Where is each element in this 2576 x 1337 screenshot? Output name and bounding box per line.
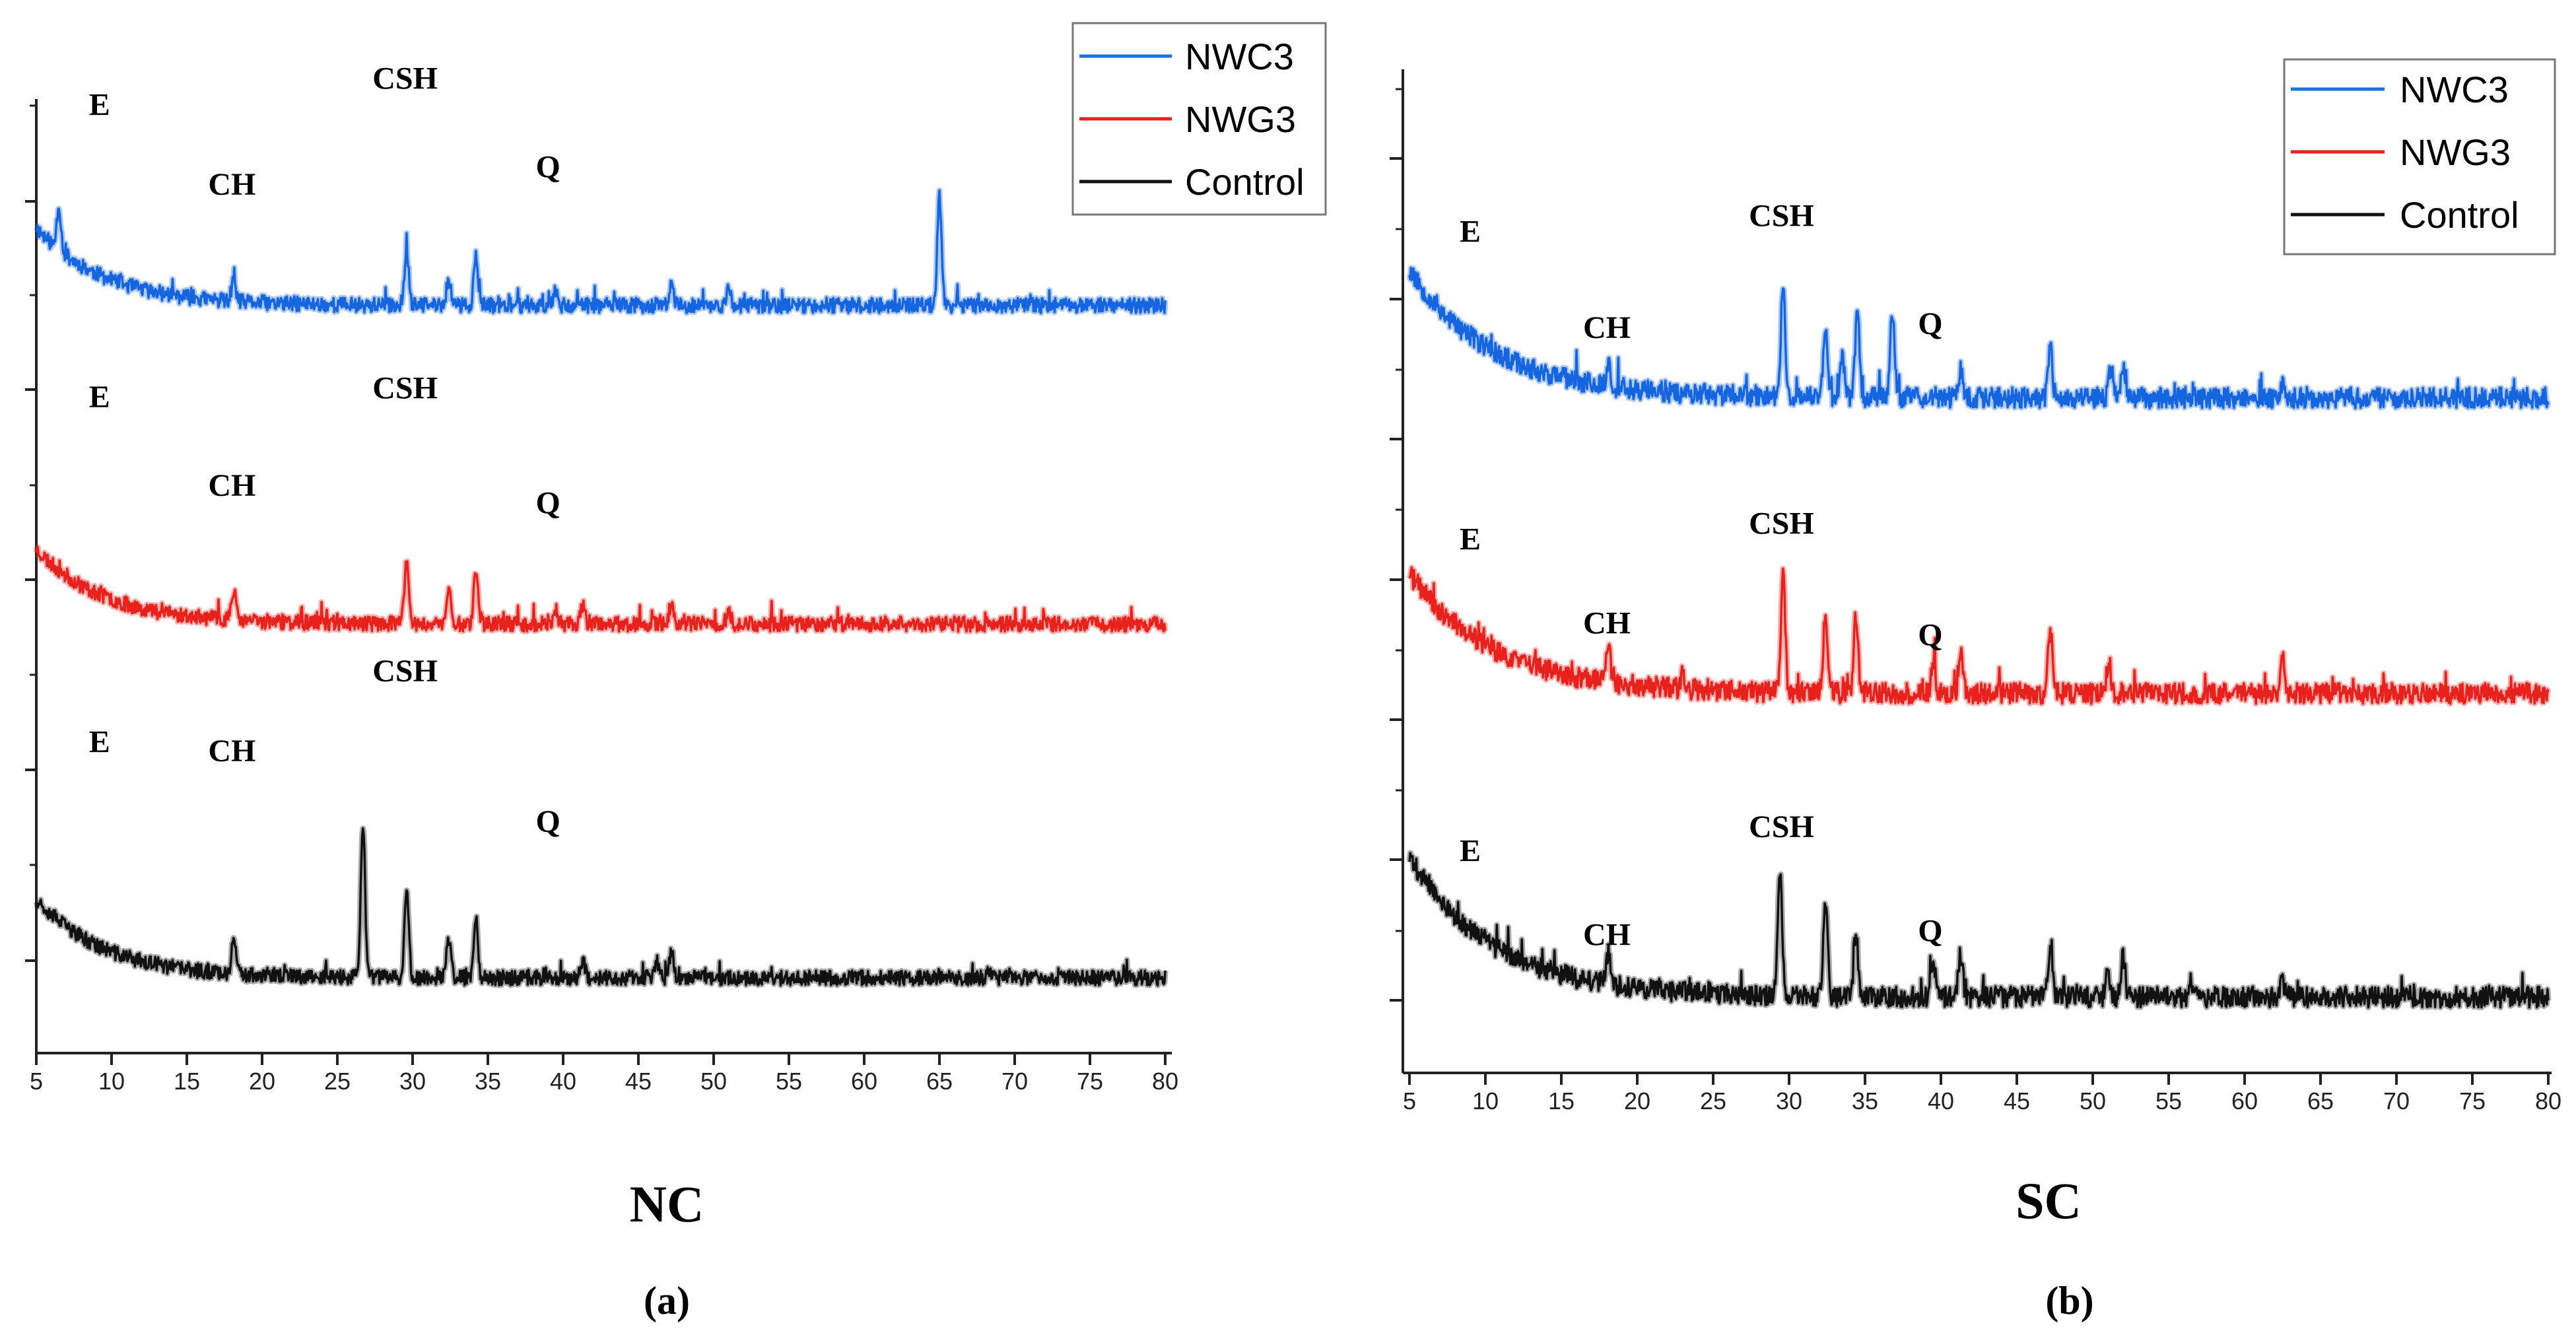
x-tick-label: 20 xyxy=(249,1068,275,1095)
panel-b-y-ticks xyxy=(1390,88,1403,1002)
peak-label-q: Q xyxy=(1918,618,1942,653)
legend-b-label-nwc3: NWC3 xyxy=(2400,69,2509,110)
x-tick-label: 50 xyxy=(2080,1087,2106,1114)
series-line-nwg3 xyxy=(35,546,1167,633)
x-tick-label: 5 xyxy=(30,1068,43,1095)
panel-b-title: SC xyxy=(2016,1172,2082,1229)
peak-label-ch: CH xyxy=(208,468,255,503)
x-tick-label: 30 xyxy=(399,1068,426,1095)
panel-a-caption: (a) xyxy=(644,1279,690,1322)
x-tick-label: 55 xyxy=(776,1068,802,1095)
x-tick-label: 25 xyxy=(1700,1087,1726,1114)
peak-label-csh: CSH xyxy=(1749,809,1814,844)
x-tick-label: 10 xyxy=(98,1068,125,1095)
x-tick-label: 75 xyxy=(1077,1068,1103,1095)
panel-b-x-ticks: 5 10 15 20 25 30 35 40 45 50 55 60 65 70 75 80 xyxy=(1403,1073,2561,1114)
peak-label-ch: CH xyxy=(208,167,255,202)
panel-b-series xyxy=(1406,265,2552,1011)
peak-label-csh: CSH xyxy=(1749,506,1814,541)
panel-b-caption: (b) xyxy=(2045,1279,2093,1322)
series-line-control xyxy=(1408,852,2550,1009)
panel-b-legend-box xyxy=(2283,58,2556,256)
x-tick-label: 55 xyxy=(2155,1087,2182,1114)
x-tick-label: 65 xyxy=(2307,1087,2334,1114)
series-line-control xyxy=(35,827,1167,987)
x-tick-label: 80 xyxy=(2535,1087,2561,1114)
peak-label-ch: CH xyxy=(208,734,255,769)
peak-label-csh: CSH xyxy=(372,61,438,96)
peak-label-e: E xyxy=(1460,833,1481,868)
peak-label-ch: CH xyxy=(1583,917,1631,952)
x-tick-label: 40 xyxy=(1928,1087,1954,1114)
peak-label-q: Q xyxy=(536,149,560,184)
x-tick-label: 30 xyxy=(1776,1087,1802,1114)
panel-b-annotations: E CH CSH Q E CH CSH Q E CH CSH Q xyxy=(1460,198,1943,952)
x-tick-label: 65 xyxy=(926,1068,953,1095)
x-tick-label: 15 xyxy=(174,1068,200,1095)
peak-label-q: Q xyxy=(536,486,560,521)
legend-b-label-nwg3: NWG3 xyxy=(2400,131,2511,173)
x-tick-label: 80 xyxy=(1152,1068,1178,1095)
peak-label-e: E xyxy=(1460,215,1481,250)
peak-label-q: Q xyxy=(1918,913,1942,948)
panel-a-y-ticks xyxy=(25,104,36,962)
peak-label-csh: CSH xyxy=(1749,198,1814,233)
peak-label-e: E xyxy=(1460,522,1481,557)
series-line-nwc3 xyxy=(1408,267,2550,409)
series-line-nwc3 xyxy=(35,189,1167,314)
peak-label-q: Q xyxy=(536,804,560,839)
x-tick-label: 60 xyxy=(851,1068,877,1095)
legend-a-label-nwc3: NWC3 xyxy=(1185,36,1294,77)
peak-label-e: E xyxy=(89,88,110,123)
x-tick-label: 45 xyxy=(625,1068,652,1095)
x-tick-label: 75 xyxy=(2459,1087,2486,1114)
peak-label-e: E xyxy=(89,380,110,415)
x-tick-label: 20 xyxy=(1624,1087,1650,1114)
panel-b: 5 10 15 20 25 30 35 40 45 50 55 60 65 70 75 80 ECHCSHQE… xyxy=(1390,58,2561,1322)
peak-label-csh: CSH xyxy=(372,370,438,405)
peak-label-e: E xyxy=(89,724,110,759)
x-tick-label: 10 xyxy=(1472,1087,1499,1114)
x-tick-label: 40 xyxy=(550,1068,576,1095)
legend-b-label-control: Control xyxy=(2400,194,2519,236)
x-tick-label: 45 xyxy=(2004,1087,2030,1114)
panel-a-legend: NWC3 NWG3 Control xyxy=(1071,22,1327,216)
x-tick-label: 50 xyxy=(700,1068,727,1095)
x-tick-label: 15 xyxy=(1548,1087,1575,1114)
x-tick-label: 5 xyxy=(1403,1087,1416,1114)
peak-label-ch: CH xyxy=(1583,606,1631,641)
legend-a-label-control: Control xyxy=(1185,161,1305,203)
panel-a-x-ticks: 5 10 15 20 25 30 35 40 45 50 55 60 65 70 75 80 xyxy=(30,1053,1178,1095)
peak-label-ch: CH xyxy=(1583,310,1631,345)
x-tick-label: 70 xyxy=(1001,1068,1028,1095)
series-line-nwg3 xyxy=(1408,566,2550,705)
x-tick-label: 35 xyxy=(1852,1087,1878,1114)
x-tick-label: 60 xyxy=(2231,1087,2258,1114)
panel-a-series xyxy=(33,187,1169,988)
legend-a-label-nwg3: NWG3 xyxy=(1185,98,1296,140)
x-tick-label: 70 xyxy=(2383,1087,2410,1114)
peak-label-q: Q xyxy=(1918,306,1942,341)
x-tick-label: 35 xyxy=(475,1068,501,1095)
x-tick-label: 25 xyxy=(324,1068,351,1095)
panel-a-title: NC xyxy=(630,1175,704,1233)
peak-label-csh: CSH xyxy=(372,654,438,689)
panel-a: 5 10 15 20 25 30 35 40 45 50 55 60 65 70 75 80 ECHCSHQE… xyxy=(25,22,1327,1322)
panel-b-legend: NWC3 NWG3 Control xyxy=(2283,58,2556,256)
panel-a-annotations: E CH CSH Q E CH CSH Q E CH CSH Q xyxy=(89,61,560,839)
